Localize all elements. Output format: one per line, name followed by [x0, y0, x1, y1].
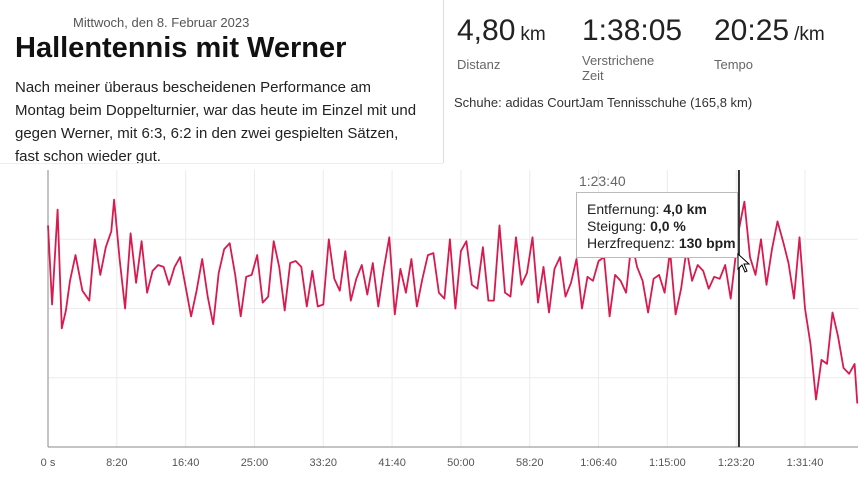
stat-pace-label: Tempo: [714, 57, 754, 72]
stat-distance: 4,80 km Distanz: [457, 14, 546, 72]
x-tick-label: 1:23:20: [718, 457, 755, 469]
cursor-time-label: 1:23:40: [579, 173, 626, 189]
stat-distance-unit: km: [520, 24, 546, 45]
horizontal-divider: [0, 163, 443, 164]
mouse-pointer-icon: [737, 253, 751, 273]
x-tick-label: 16:40: [172, 457, 200, 469]
stat-distance-label: Distanz: [457, 57, 501, 72]
x-tick-label: 8:20: [106, 457, 127, 469]
tooltip-distance: Entfernung: 4,0 km: [587, 201, 737, 218]
chart-grid: [47, 170, 858, 448]
x-tick-label: 1:06:40: [580, 457, 617, 469]
tooltip-distance-value: 4,0 km: [663, 201, 707, 217]
vertical-divider: [443, 0, 444, 163]
stat-pace: 20:25/km Tempo: [714, 14, 825, 72]
tooltip-grade-value: 0,0 %: [650, 218, 686, 234]
activity-date: Mittwoch, den 8. Februar 2023: [73, 15, 250, 30]
x-tick-label: 25:00: [241, 457, 269, 469]
stat-elapsed-label: Verstrichene Zeit: [582, 53, 655, 83]
tooltip-hr-label: Herzfrequenz:: [587, 235, 675, 251]
x-tick-label: 58:20: [516, 457, 544, 469]
activity-description: Nach meiner überaus bescheidenen Perform…: [15, 79, 417, 165]
chart-tooltip: Entfernung: 4,0 km Steigung: 0,0 % Herzf…: [576, 192, 738, 258]
x-tick-label: 0 s: [41, 457, 56, 469]
tooltip-hr-value: 130 bpm: [678, 235, 736, 251]
heart-rate-chart[interactable]: 0 s 8:20 16:40 25:00 33:20 41:40 50:00 58:20 1:0…: [0, 168, 867, 477]
x-axis-ticks: 0 s 8:20 16:40 25:00 33:20 41:40 50:00 58:20 1:0…: [41, 457, 824, 469]
x-tick-label: 33:20: [310, 457, 338, 469]
stat-elapsed-value: 1:38:05: [582, 14, 683, 47]
x-tick-label: 1:15:00: [649, 457, 686, 469]
tooltip-grade-label: Steigung:: [587, 218, 647, 234]
x-tick-label: 41:40: [378, 457, 406, 469]
shoes-info[interactable]: Schuhe: adidas CourtJam Tennisschuhe (16…: [454, 95, 753, 110]
stat-distance-value: 4,80: [457, 14, 516, 47]
stat-pace-unit: /km: [794, 24, 825, 45]
activity-title: Hallentennis mit Werner: [15, 32, 347, 64]
stat-pace-value: 20:25: [714, 14, 790, 47]
x-tick-label: 1:31:40: [787, 457, 824, 469]
tooltip-distance-label: Entfernung:: [587, 201, 660, 217]
tooltip-hr: Herzfrequenz: 130 bpm: [587, 235, 737, 252]
tooltip-grade: Steigung: 0,0 %: [587, 218, 737, 235]
x-tick-label: 50:00: [447, 457, 475, 469]
heart-rate-series-line: [47, 198, 859, 404]
stat-elapsed: 1:38:05 Verstrichene Zeit: [582, 14, 682, 83]
